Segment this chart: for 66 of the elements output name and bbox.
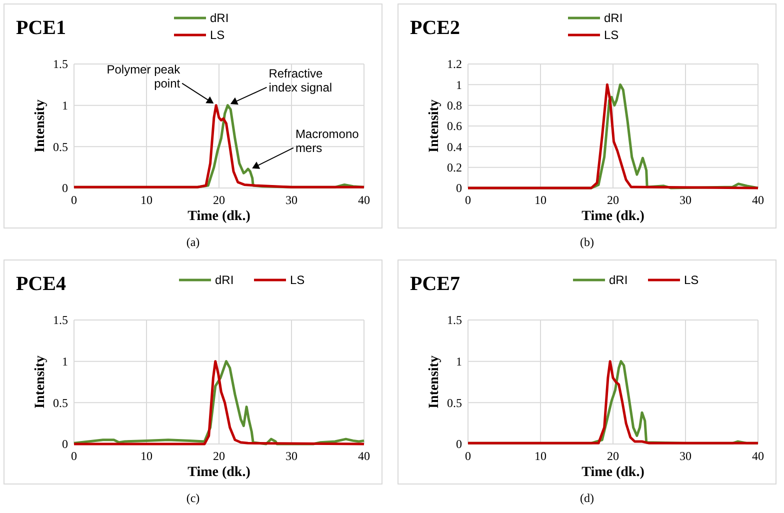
x-tick-label: 40 xyxy=(358,193,370,207)
legend-label: LS xyxy=(290,273,305,288)
y-tick-label: 1 xyxy=(456,78,462,92)
chart-title: PCE4 xyxy=(16,273,66,295)
x-tick-label: 30 xyxy=(680,449,692,463)
y-axis-title: Intensity xyxy=(427,100,442,152)
y-axis-title: Intensity xyxy=(427,356,442,408)
annotation: Macromono mers xyxy=(295,126,360,155)
y-tick-label: 1 xyxy=(62,98,68,113)
x-tick-label: 20 xyxy=(607,449,619,463)
x-tick-label: 20 xyxy=(213,449,225,463)
x-tick-label: 10 xyxy=(534,193,546,207)
x-tick-label: 20 xyxy=(213,193,225,207)
chart-title: PCE7 xyxy=(410,273,460,295)
y-tick-label: 1 xyxy=(62,354,68,369)
legend-label: dRI xyxy=(609,273,628,288)
y-tick-label: 1.2 xyxy=(447,57,462,72)
y-tick-label: 0.2 xyxy=(447,160,462,175)
text: (d) xyxy=(580,491,594,505)
legend-label: LS xyxy=(604,28,619,42)
annotation: Polymer peak point xyxy=(106,62,182,90)
x-tick-label: 0 xyxy=(71,449,77,463)
legend-label: dRI xyxy=(210,11,229,26)
legend-label: LS xyxy=(684,273,699,288)
y-tick-label: 0 xyxy=(62,437,68,452)
x-axis-title: Time (dk.) xyxy=(188,209,251,224)
y-tick-label: 0 xyxy=(456,181,462,196)
x-tick-label: 10 xyxy=(534,449,546,463)
y-tick-label: 0.5 xyxy=(53,396,68,410)
legend-label: dRI xyxy=(604,11,623,26)
x-tick-label: 0 xyxy=(71,193,77,207)
x-tick-label: 20 xyxy=(607,193,619,207)
y-tick-label: 0.6 xyxy=(447,119,462,134)
x-tick-label: 40 xyxy=(358,449,370,463)
x-tick-label: 0 xyxy=(465,193,471,207)
text: (a) xyxy=(186,235,200,249)
y-axis-title: Intensity xyxy=(33,100,48,152)
x-axis-title: Time (dk.) xyxy=(188,465,251,480)
x-tick-label: 10 xyxy=(140,449,152,463)
x-tick-label: 40 xyxy=(752,193,764,207)
legend-label: LS xyxy=(210,28,225,42)
y-tick-label: 0.4 xyxy=(447,140,462,154)
text: (b) xyxy=(580,235,594,249)
x-tick-label: 10 xyxy=(140,193,152,207)
x-tick-label: 0 xyxy=(465,449,471,463)
y-tick-label: 1.5 xyxy=(447,313,462,328)
y-tick-label: 0.5 xyxy=(447,396,462,410)
y-tick-label: 0.8 xyxy=(447,98,462,113)
x-tick-label: 30 xyxy=(680,193,692,207)
y-tick-label: 1.5 xyxy=(53,313,68,328)
x-axis-title: Time (dk.) xyxy=(582,209,645,224)
y-tick-label: 1.5 xyxy=(53,57,68,72)
y-tick-label: 0 xyxy=(62,181,68,196)
y-tick-label: 0 xyxy=(456,437,462,452)
legend-label: dRI xyxy=(215,273,234,288)
y-tick-label: 0.5 xyxy=(53,140,68,154)
y-axis-title: Intensity xyxy=(33,356,48,408)
chart-title: PCE2 xyxy=(410,17,460,39)
chart-title: PCE1 xyxy=(16,17,66,39)
x-tick-label: 30 xyxy=(286,449,298,463)
annotation: Refractive index signal xyxy=(268,66,332,94)
x-tick-label: 40 xyxy=(752,449,764,463)
x-tick-label: 30 xyxy=(286,193,298,207)
x-axis-title: Time (dk.) xyxy=(582,465,645,480)
text: (c) xyxy=(186,491,200,505)
y-tick-label: 1 xyxy=(456,354,462,369)
